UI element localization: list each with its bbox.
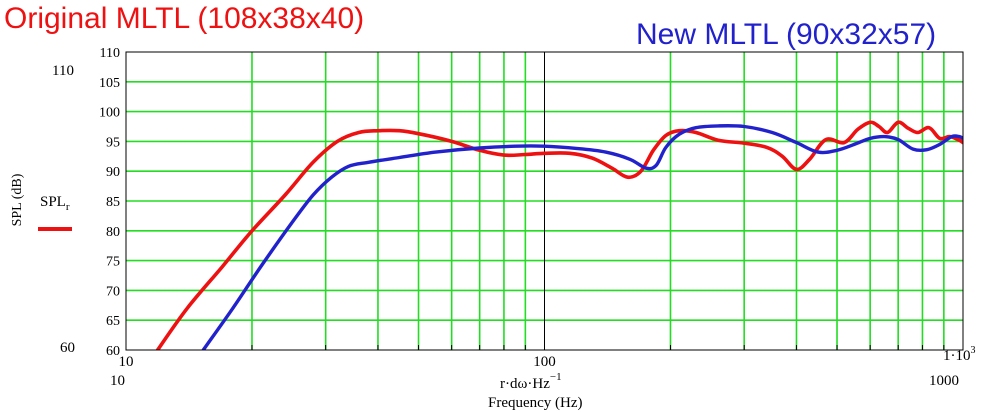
y-tick-label: 70 [106, 284, 120, 299]
series-line-new [201, 124, 963, 350]
grid-lines [125, 52, 963, 350]
x-axis-expression: r·dω·Hz−1 [500, 371, 562, 392]
x-top-right-tick: 1·103 [943, 345, 976, 364]
y-axis-label: SPL (dB) [10, 173, 25, 226]
y-tick-labels: 60 65 70 75 80 85 90 95 100 105 110 [99, 46, 120, 359]
x-axis-label: Frequency (Hz) [488, 395, 583, 411]
x-tick-label: 10 [119, 354, 134, 370]
series-line-original [155, 120, 963, 350]
y-tick-label: 60 [106, 344, 120, 359]
title-original: Original MLTL (108x38x40) [4, 2, 364, 35]
y-top-extreme: 110 [52, 63, 74, 79]
x-tick-label: 100 [533, 354, 556, 370]
legend: SPLr [38, 194, 72, 231]
y-tick-label: 65 [106, 314, 120, 329]
y-tick-label: 105 [99, 76, 120, 91]
y-tick-label: 95 [106, 135, 120, 150]
legend-label: SPLr [40, 194, 70, 213]
y-bottom-extreme: 60 [60, 340, 75, 356]
y-tick-label: 110 [100, 46, 120, 61]
plot-border [125, 51, 964, 351]
x-right-extreme: 1000 [929, 373, 959, 389]
series-lines [155, 120, 963, 350]
x-tick-labels: 10 100 [119, 354, 556, 370]
y-tick-label: 100 [99, 106, 120, 121]
y-tick-label: 90 [106, 165, 120, 180]
title-new: New MLTL (90x32x57) [636, 18, 936, 51]
y-tick-label: 85 [106, 195, 120, 210]
y-tick-label: 80 [106, 225, 120, 240]
x-left-extreme: 10 [110, 373, 125, 389]
y-tick-label: 75 [106, 255, 120, 270]
